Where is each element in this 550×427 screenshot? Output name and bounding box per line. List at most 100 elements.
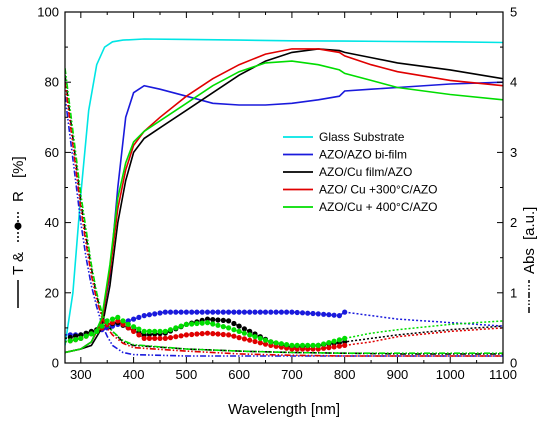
reflectance-marker-azo-azo-bi-film (289, 309, 295, 315)
reflectance-marker-azo-cu-400-c-azo (226, 325, 232, 331)
reflectance-marker-azo-cu-300-c-azo (141, 335, 147, 341)
reflectance-marker-azo-cu-film-azo (231, 320, 237, 327)
reflectance-marker-azo-cu-400-c-azo (73, 337, 79, 343)
reflectance-marker-azo-cu-400-c-azo (115, 314, 121, 320)
y-left-tick-label: 0 (52, 356, 59, 371)
legend-label-azo-azo-bi-film: AZO/AZO bi-film (319, 148, 407, 162)
reflectance-marker-azo-cu-400-c-azo (215, 322, 221, 328)
y-right-tick-label: 1 (510, 285, 517, 300)
absorbance-line-azo-cu-300-c-azo (65, 82, 503, 357)
legend: Glass Substrate AZO/AZO bi-film AZO/Cu fil… (283, 130, 438, 214)
reflectance-marker-azo-cu-300-c-azo (204, 330, 211, 336)
reflectance-marker-azo-azo-bi-film (241, 309, 247, 315)
reflectance-marker-azo-cu-300-c-azo (315, 346, 321, 352)
reflectance-marker-azo-azo-bi-film (268, 309, 274, 315)
series-group (65, 38, 503, 357)
reflectance-marker-azo-azo-bi-film (321, 311, 327, 317)
reflectance-marker-azo-cu-400-c-azo (78, 335, 84, 341)
reflectance-marker-azo-azo-bi-film (226, 309, 232, 315)
reflectance-marker-azo-azo-bi-film (189, 309, 195, 315)
reflectance-marker-azo-cu-400-c-azo (194, 320, 200, 327)
reflectance-marker-azo-azo-bi-film (220, 309, 226, 315)
reflectance-marker-azo-cu-400-c-azo (104, 318, 110, 324)
x-tick-label: 300 (70, 367, 92, 382)
left-axis-title: T & R [%] (10, 156, 27, 308)
reflectance-marker-azo-cu-400-c-azo (257, 335, 263, 341)
reflectance-marker-azo-cu-film-azo (215, 317, 221, 323)
reflectance-marker-azo-cu-400-c-azo (99, 323, 105, 329)
reflectance-marker-azo-cu-film-azo (210, 317, 216, 323)
reflectance-marker-azo-azo-bi-film (231, 309, 237, 315)
reflectance-marker-azo-azo-bi-film (167, 309, 174, 315)
reflectance-marker-azo-azo-bi-film (136, 314, 142, 320)
reflectance-marker-azo-cu-400-c-azo (331, 338, 337, 344)
right-title-unit: [a.u.] (521, 207, 538, 240)
reflectance-marker-azo-azo-bi-film (131, 316, 137, 322)
reflectance-marker-azo-cu-300-c-azo (257, 340, 263, 346)
reflectance-marker-azo-azo-bi-film (157, 310, 163, 316)
absorbance-line-azo-azo-bi-film (65, 96, 503, 357)
y-right-tick-label: 2 (510, 215, 517, 230)
left-title-unit: [%] (10, 156, 27, 178)
x-tick-label: 800 (334, 367, 356, 382)
reflectance-marker-azo-cu-300-c-azo (252, 338, 258, 345)
reflectance-marker-azo-cu-400-c-azo (131, 324, 137, 330)
reflectance-marker-azo-azo-bi-film (315, 311, 321, 317)
reflectance-marker-azo-cu-400-c-azo (278, 341, 284, 347)
left-title-part1: T & (10, 252, 27, 275)
reflectance-marker-azo-cu-400-c-azo (241, 330, 247, 336)
reflectance-marker-azo-azo-bi-film (299, 310, 306, 316)
left-title-part2: R (10, 191, 27, 202)
reflectance-marker-azo-azo-bi-film (284, 309, 290, 315)
x-tick-label: 500 (176, 367, 198, 382)
x-tick-label: 900 (387, 367, 409, 382)
reflectance-marker-azo-cu-400-c-azo (268, 339, 274, 345)
reflectance-marker-azo-azo-bi-film (215, 309, 221, 315)
reflectance-marker-azo-cu-400-c-azo (157, 328, 163, 334)
reflectance-marker-azo-cu-300-c-azo (310, 346, 316, 352)
reflectance-marker-azo-cu-400-c-azo (299, 342, 306, 348)
reflectance-marker-azo-cu-300-c-azo (167, 335, 174, 341)
reflectance-marker-azo-cu-400-c-azo (199, 320, 205, 326)
reflectance-marker-azo-cu-300-c-azo (152, 335, 158, 341)
reflectance-marker-azo-cu-400-c-azo (305, 342, 311, 348)
x-tick-label: 600 (228, 367, 250, 382)
reflectance-marker-azo-azo-bi-film (236, 309, 242, 315)
axes-layer: 300 400 500 600 700 800 900 1000 110002040608010… (37, 5, 517, 383)
absorbance-line-azo-cu-film-azo (65, 75, 503, 355)
reflectance-marker-azo-cu-400-c-azo (178, 323, 184, 329)
reflectance-marker-azo-cu-300-c-azo (162, 335, 168, 341)
reflectance-marker-azo-cu-400-c-azo (83, 333, 89, 339)
reflectance-marker-azo-azo-bi-film (173, 309, 179, 315)
reflectance-marker-azo-azo-bi-film (305, 310, 311, 316)
y-left-tick-label: 80 (45, 75, 59, 90)
reflectance-marker-azo-azo-bi-film (183, 309, 189, 315)
reflectance-marker-azo-cu-400-c-azo (231, 327, 237, 333)
reflectance-marker-azo-cu-400-c-azo (183, 321, 189, 327)
reflectance-marker-azo-cu-film-azo (226, 318, 232, 324)
reflectance-marker-azo-cu-400-c-azo (310, 342, 316, 348)
legend-label-azo-cu-400-c-azo: AZO/Cu + 400°C/AZO (319, 200, 438, 214)
y-right-tick-label: 4 (510, 75, 517, 90)
reflectance-marker-azo-cu-300-c-azo (210, 331, 216, 337)
transmittance-line-glass-substrate (65, 38, 503, 346)
reflectance-marker-azo-cu-300-c-azo (146, 335, 152, 341)
reflectance-marker-azo-azo-bi-film (141, 313, 147, 319)
series-layer (65, 38, 503, 357)
reflectance-marker-azo-cu-300-c-azo (331, 344, 337, 350)
reflectance-marker-azo-azo-bi-film (257, 309, 263, 315)
reflectance-marker-azo-cu-400-c-azo (342, 335, 348, 341)
y-right-tick-label: 0 (510, 356, 517, 371)
reflectance-marker-azo-cu-400-c-azo (162, 328, 168, 334)
reflectance-marker-azo-cu-400-c-azo (289, 342, 295, 348)
reflectance-marker-azo-cu-400-c-azo (173, 325, 179, 331)
reflectance-marker-azo-cu-400-c-azo (210, 321, 216, 327)
reflectance-marker-azo-cu-400-c-azo (262, 337, 269, 343)
reflectance-marker-azo-cu-400-c-azo (88, 331, 94, 337)
reflectance-marker-azo-cu-400-c-azo (120, 318, 126, 324)
reflectance-marker-azo-cu-300-c-azo (136, 332, 142, 338)
reflectance-marker-azo-cu-300-c-azo (157, 335, 163, 341)
reflectance-marker-azo-cu-300-c-azo (189, 331, 195, 338)
y-right-tick-label: 3 (510, 145, 517, 160)
